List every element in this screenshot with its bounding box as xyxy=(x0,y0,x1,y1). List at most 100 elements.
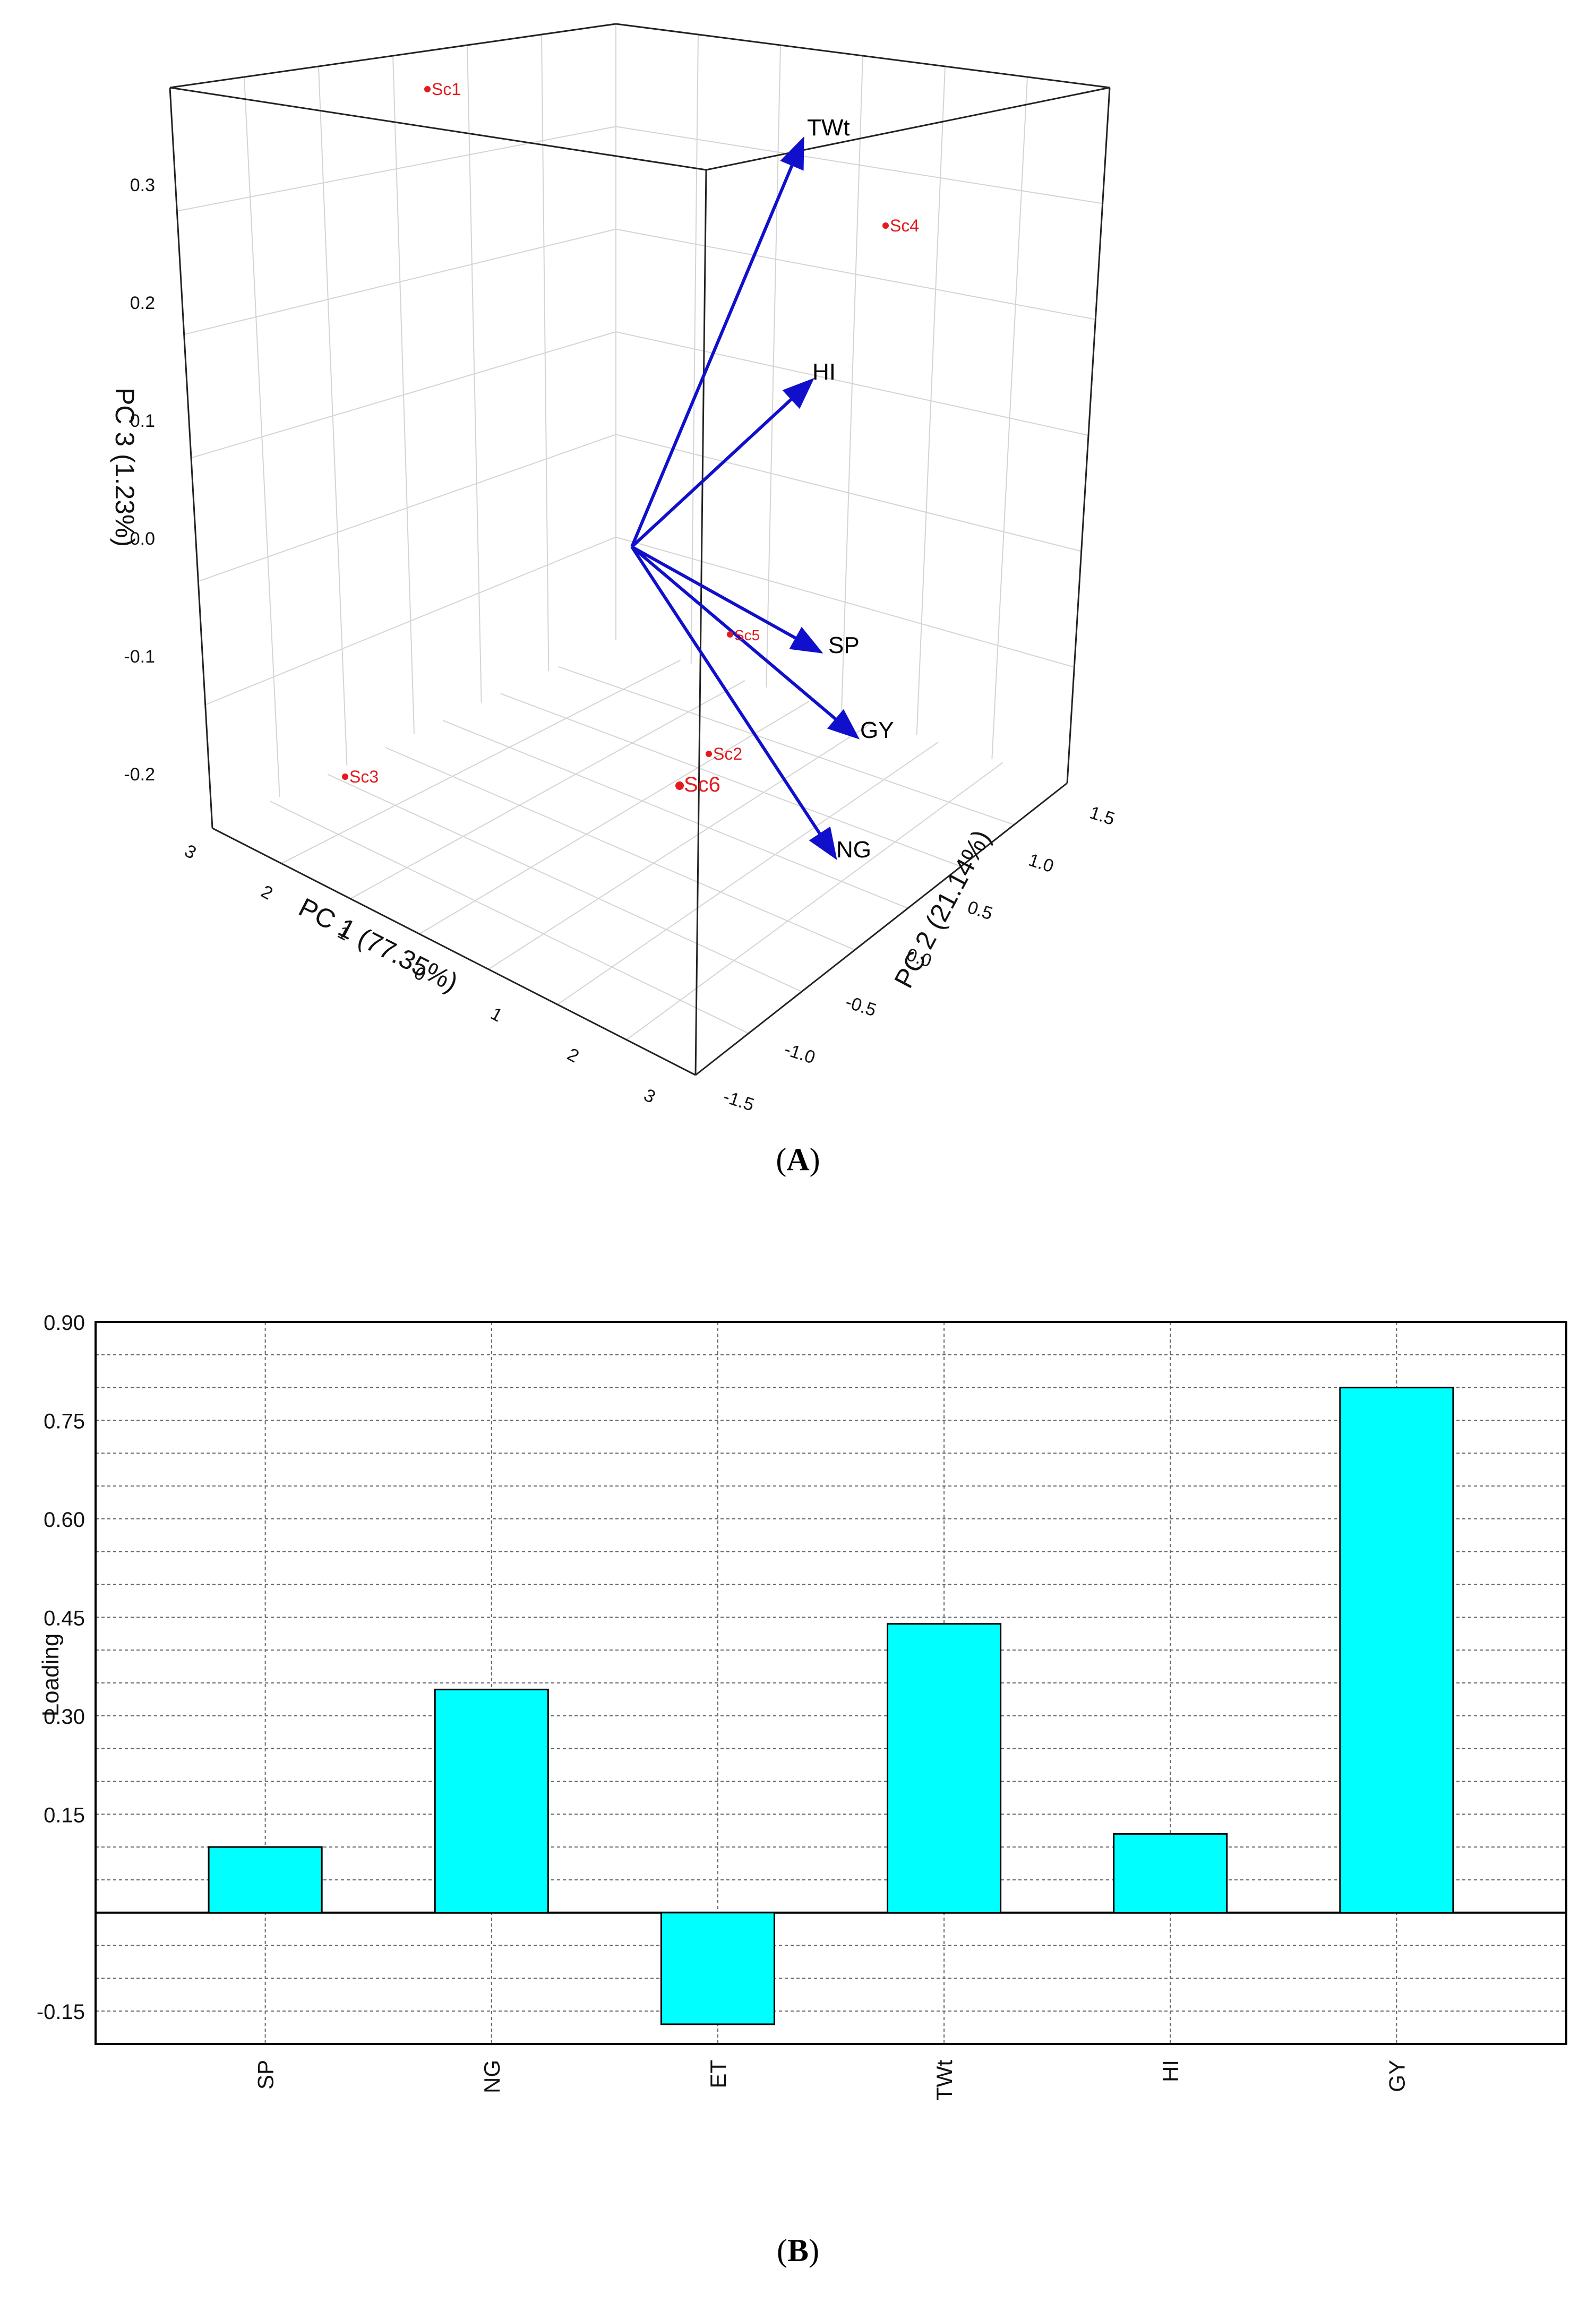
pca-3d-biplot: 0.30.20.10.0-0.1-0.232101231.51.00.50.0-… xyxy=(110,23,1117,1115)
point-label-sc4: Sc4 xyxy=(890,216,919,235)
z-tick-label: -0.2 xyxy=(124,764,155,785)
grid-line xyxy=(385,746,855,951)
y-axis-label: Loading xyxy=(38,1634,64,1717)
point-label-sc1: Sc1 xyxy=(432,80,461,99)
point-label-sc3: Sc3 xyxy=(349,767,379,786)
y-tick-label: 0.15 xyxy=(44,1803,85,1827)
grid-line xyxy=(558,666,1015,826)
x-tick-label: 1 xyxy=(487,1003,506,1026)
vector-gy xyxy=(631,545,860,740)
pca-bounding-box xyxy=(169,23,1111,1076)
x-tick-label: 3 xyxy=(181,841,200,863)
box-edge xyxy=(169,87,213,829)
grid-line xyxy=(615,536,1075,668)
y-tick-label: -1.5 xyxy=(721,1086,757,1115)
vector-label-ng: NG xyxy=(836,837,871,863)
y-tick-labels: 0.90 0.75 0.60 0.45 0.30 0.15 -0.15 xyxy=(37,1311,85,2024)
score-points: Sc1 Sc2 Sc3 Sc4 Sc5 Sc6 xyxy=(342,80,919,796)
bar-hi xyxy=(1113,1833,1228,1914)
y-tick-label: 0.30 xyxy=(44,1705,85,1729)
grid-line xyxy=(500,693,962,867)
vector-sp xyxy=(631,545,823,654)
grid-line xyxy=(615,331,1089,436)
point-sc6 xyxy=(675,781,684,790)
y-tick-label: -0.5 xyxy=(843,992,879,1020)
pc1-axis-label: PC 1 (77.35%) xyxy=(294,892,463,998)
y-tick-label: 1.0 xyxy=(1026,850,1057,877)
box-edge xyxy=(615,23,1110,89)
loading-bar-chart: 0.90 0.75 0.60 0.45 0.30 0.15 -0.15 SP NG ET TWt H… xyxy=(37,1311,1567,2101)
grid-line xyxy=(615,126,1103,204)
y-tick-label: 0.90 xyxy=(44,1311,85,1335)
x-tick-label-ng: NG xyxy=(479,2060,504,2093)
grid-line xyxy=(557,742,939,1005)
grid-line xyxy=(184,228,616,335)
x-tick-label-twt: TWt xyxy=(932,2060,957,2101)
box-edge xyxy=(169,23,616,89)
box-edge xyxy=(169,87,707,171)
caption-a-letter: A xyxy=(786,1142,810,1177)
caption-b-letter: B xyxy=(787,2233,809,2268)
grid-line xyxy=(350,680,745,899)
grid-line xyxy=(191,331,616,459)
grid-line xyxy=(327,774,802,992)
grid-line xyxy=(626,762,1003,1041)
x-tick-label: 2 xyxy=(258,881,276,904)
point-sc5 xyxy=(727,631,733,638)
bar-gy xyxy=(1339,1387,1454,1914)
point-label-sc2: Sc2 xyxy=(713,744,742,763)
x-tick-label: 2 xyxy=(564,1044,582,1067)
box-edge xyxy=(1066,87,1111,784)
point-label-sc5: Sc5 xyxy=(734,627,760,643)
point-sc2 xyxy=(706,751,712,757)
x-tick-label-gy: GY xyxy=(1384,2060,1409,2092)
vector-ng xyxy=(630,546,837,861)
y-tick-label: 0.45 xyxy=(44,1606,85,1630)
caption-a: (A) xyxy=(776,1142,820,1177)
grid-line xyxy=(615,228,1096,320)
grid-line xyxy=(270,801,749,1034)
bar-series xyxy=(208,1387,1454,2025)
point-sc1 xyxy=(424,86,431,92)
vector-label-twt: TWt xyxy=(807,115,850,141)
x-tick-label-sp: SP xyxy=(253,2060,278,2090)
x-tick-label: 3 xyxy=(640,1085,659,1107)
z-tick-label: 0.0 xyxy=(130,529,155,549)
vector-hi xyxy=(630,377,814,548)
y-tick-label: 0.5 xyxy=(965,897,996,924)
point-sc3 xyxy=(342,774,348,780)
pca-axis-ticks: 0.30.20.10.0-0.1-0.232101231.51.00.50.0-… xyxy=(124,175,1117,1115)
grid-line xyxy=(281,659,681,864)
grid-line xyxy=(615,434,1082,552)
z-tick-label: 0.3 xyxy=(130,175,155,195)
bar-twt xyxy=(887,1623,1002,1914)
grid-line xyxy=(205,536,616,706)
pca-grid-lines xyxy=(177,24,1103,1041)
pc3-axis-label: PC 3 (1.23%) xyxy=(110,388,140,547)
x-tick-label-hi: HI xyxy=(1158,2060,1183,2082)
y-tick-label: -1.0 xyxy=(782,1039,818,1068)
y-tick-label: 1.5 xyxy=(1087,802,1118,829)
point-label-sc6: Sc6 xyxy=(684,773,720,796)
point-sc4 xyxy=(882,222,889,229)
grid-line xyxy=(177,126,616,212)
x-tick-labels: SP NG ET TWt HI GY xyxy=(253,2060,1410,2101)
box-edge xyxy=(695,782,1068,1076)
bar-ng xyxy=(434,1688,549,1914)
z-tick-label: -0.1 xyxy=(124,647,155,667)
vector-label-hi: HI xyxy=(812,359,836,385)
box-edge xyxy=(694,169,707,1076)
z-tick-label: 0.2 xyxy=(130,293,155,313)
vector-twt xyxy=(630,136,804,548)
plot-frame xyxy=(95,1321,1567,2045)
vector-label-gy: GY xyxy=(860,717,894,743)
y-tick-label: 0.60 xyxy=(44,1508,85,1532)
bar-sp xyxy=(208,1846,323,1914)
bar-et xyxy=(660,1912,775,2025)
caption-b: (B) xyxy=(777,2233,819,2268)
grid-line xyxy=(198,434,616,582)
y-tick-label: 0.75 xyxy=(44,1410,85,1433)
vector-label-sp: SP xyxy=(828,632,860,658)
z-tick-label: 0.1 xyxy=(130,411,155,431)
x-tick-label-et: ET xyxy=(706,2060,731,2089)
